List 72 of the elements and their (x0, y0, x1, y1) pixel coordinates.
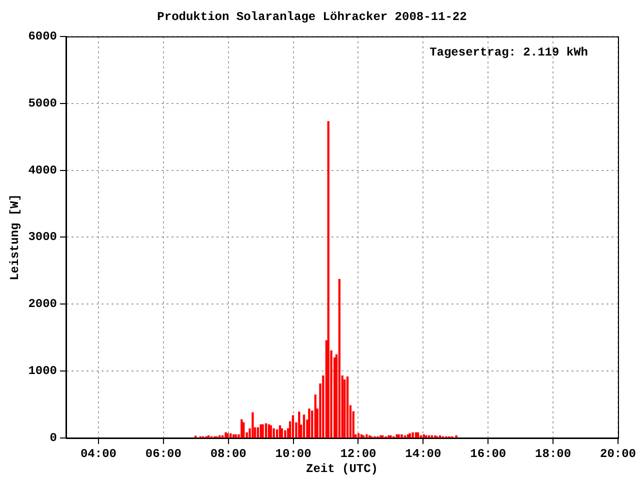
bar (412, 432, 414, 438)
bar (268, 424, 270, 438)
chart-title: Produktion Solaranlage Löhracker 2008-11-22 (157, 10, 467, 24)
bar (344, 379, 346, 438)
bar (366, 434, 368, 438)
bar (422, 434, 425, 438)
bar (400, 434, 403, 438)
bar (262, 424, 264, 438)
x-tick-label: 04:00 (80, 447, 116, 462)
x-tick-label: 10:00 (275, 447, 312, 462)
y-tick-label: 3000 (28, 230, 57, 244)
bar (230, 433, 232, 438)
x-tick-label: 14:00 (405, 447, 442, 462)
y-tick-label: 1000 (28, 364, 57, 378)
bar (420, 435, 422, 438)
bar (408, 433, 411, 438)
bar (242, 422, 245, 438)
y-tick-label: 4000 (28, 163, 57, 178)
bar (360, 434, 363, 438)
x-tick-label: 20:00 (600, 447, 636, 462)
x-axis-title: Zeit (UTC) (306, 462, 378, 476)
bar (252, 412, 254, 438)
bar (234, 434, 237, 438)
bar (260, 424, 262, 438)
bar (425, 435, 428, 438)
bar (388, 435, 390, 438)
y-tick-label: 0 (50, 431, 57, 446)
bar (240, 419, 243, 438)
bar (438, 435, 442, 438)
bar (404, 435, 406, 438)
annotation: Tagesertrag: 2.119 kWh (430, 45, 588, 60)
bar (406, 434, 409, 438)
bar (224, 432, 227, 438)
bar (414, 432, 418, 438)
y-axis-title: Leistung [W] (8, 194, 22, 280)
bar (270, 425, 272, 438)
bar (390, 435, 392, 438)
bar (284, 430, 286, 438)
bar (298, 412, 300, 438)
x-tick-label: 08:00 (210, 447, 246, 462)
bar (416, 432, 420, 438)
bar (256, 427, 259, 438)
bar (362, 435, 365, 438)
y-tick-label: 2000 (28, 297, 57, 312)
bar (232, 434, 235, 438)
bar (346, 376, 349, 438)
x-tick-label: 16:00 (470, 447, 506, 462)
x-tick-label: 12:00 (340, 447, 376, 462)
bar (264, 423, 268, 438)
bar (272, 428, 275, 438)
y-tick-label: 6000 (28, 29, 57, 44)
bar (308, 408, 310, 438)
bar (292, 415, 294, 438)
bar (327, 121, 330, 438)
bar (455, 435, 458, 438)
bar (276, 429, 278, 438)
bar (357, 433, 360, 438)
bar (221, 435, 224, 438)
bar (430, 435, 434, 438)
bar (278, 425, 282, 438)
bar (338, 279, 340, 438)
bar (226, 433, 229, 438)
x-tick-label: 18:00 (535, 447, 572, 462)
bar (280, 428, 284, 438)
x-tick-label: 06:00 (145, 447, 182, 462)
bar (302, 414, 306, 438)
y-tick-label: 5000 (28, 96, 57, 110)
bar (380, 435, 382, 438)
bar (382, 435, 384, 438)
bar (207, 435, 210, 438)
bar (218, 435, 221, 438)
bar (428, 435, 430, 438)
